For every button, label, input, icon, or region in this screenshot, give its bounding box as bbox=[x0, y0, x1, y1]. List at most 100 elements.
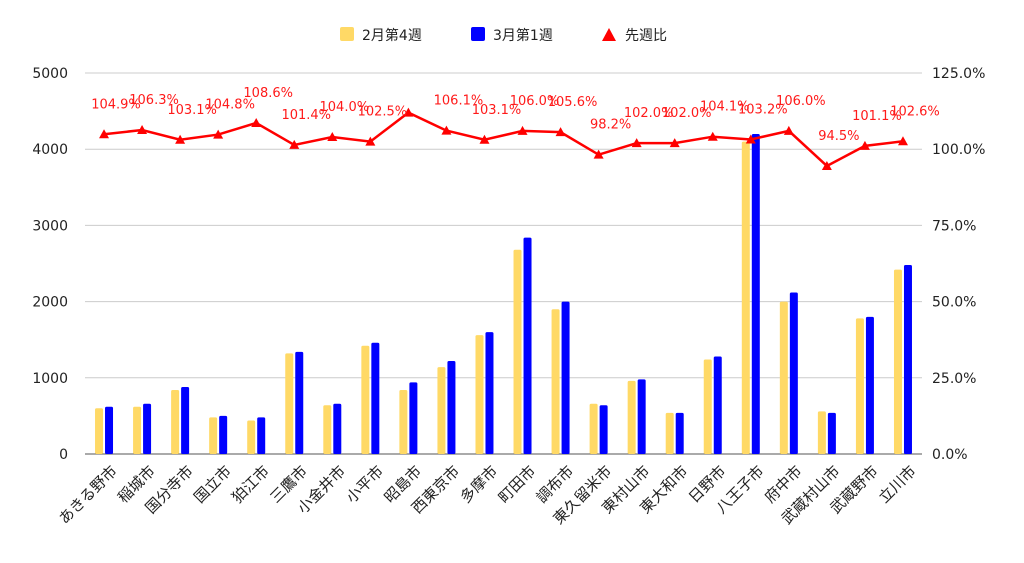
bar-series-1 bbox=[513, 249, 522, 454]
ratio-line-path bbox=[103, 111, 904, 168]
ratio-point bbox=[403, 107, 414, 117]
ratio-data-label: 102.0% bbox=[662, 106, 712, 121]
right-axis: 0.0% 25.0% 50.0% 75.0% 100.0% 125.0% bbox=[932, 66, 985, 463]
bar-series-1 bbox=[893, 269, 902, 454]
ratio-point bbox=[479, 134, 490, 144]
bar-series-1 bbox=[361, 345, 370, 454]
bar-series-1 bbox=[551, 309, 560, 454]
bar-series-2 bbox=[447, 361, 456, 454]
right-tick-label: 25.0% bbox=[932, 371, 976, 387]
bar-series-2 bbox=[675, 412, 684, 454]
ratio-data-label: 98.2% bbox=[590, 118, 631, 133]
ratio-point bbox=[365, 136, 376, 146]
ratio-point bbox=[213, 129, 224, 139]
ratio-point bbox=[745, 134, 756, 144]
ratio-data-label: 106.1% bbox=[434, 94, 484, 109]
legend-label-series-1: 2月第4週 bbox=[362, 27, 422, 44]
ratio-data-label: 104.0% bbox=[320, 100, 370, 115]
bar-series-2 bbox=[751, 133, 760, 454]
ratio-point bbox=[897, 136, 908, 146]
ratio-point bbox=[821, 160, 832, 170]
bar-series-1 bbox=[589, 403, 598, 454]
ratio-point bbox=[137, 124, 148, 134]
left-tick-label: 3000 bbox=[32, 218, 68, 234]
legend-label-series-2: 3月第1週 bbox=[493, 27, 553, 44]
ratio-data-label: 94.5% bbox=[818, 129, 859, 144]
ratio-point bbox=[289, 139, 300, 149]
ratio-point bbox=[99, 129, 110, 139]
ratio-data-label: 103.1% bbox=[167, 103, 217, 118]
bar-series-2 bbox=[219, 415, 228, 454]
category-label: 町田市 bbox=[495, 462, 540, 507]
bar-series-1 bbox=[399, 389, 408, 454]
ratio-data-label: 104.1% bbox=[700, 100, 750, 115]
ratio-data-label: 102.5% bbox=[358, 105, 408, 120]
bar-series-1 bbox=[323, 405, 332, 454]
bar-series-1 bbox=[209, 417, 218, 454]
ratio-data-label: 104.8% bbox=[205, 98, 255, 113]
category-label: 多摩市 bbox=[457, 462, 502, 507]
ratio-point bbox=[859, 140, 870, 150]
ratio-data-label: 108.6% bbox=[243, 86, 293, 101]
right-tick-label: 75.0% bbox=[932, 218, 976, 234]
ratio-data-label: 102.0% bbox=[624, 106, 674, 121]
right-tick-label: 0.0% bbox=[932, 447, 968, 463]
legend-label-ratio: 先週比 bbox=[625, 28, 667, 44]
bar-series-2 bbox=[827, 412, 836, 454]
right-tick-label: 100.0% bbox=[932, 142, 985, 158]
ratio-point bbox=[783, 125, 794, 135]
legend-triangle-ratio bbox=[602, 28, 616, 41]
left-axis: 0 1000 2000 3000 4000 5000 bbox=[32, 66, 68, 463]
bar-series-2 bbox=[599, 405, 608, 454]
ratio-data-label: 101.4% bbox=[281, 108, 331, 123]
ratio-data-label: 103.1% bbox=[472, 103, 522, 118]
bar-series-2 bbox=[333, 403, 342, 454]
legend-swatch-series-2 bbox=[471, 27, 485, 41]
bar-series-2 bbox=[409, 382, 418, 454]
bar-series-2 bbox=[371, 342, 380, 454]
bar-series-2 bbox=[257, 417, 266, 454]
ratio-data-label: 106.3% bbox=[129, 93, 179, 108]
bar-series-2 bbox=[865, 316, 874, 454]
ratio-point bbox=[251, 117, 262, 127]
bar-series-1 bbox=[247, 420, 256, 454]
bar-series-2 bbox=[105, 406, 114, 454]
ratio-point bbox=[327, 132, 338, 142]
bar-series-1 bbox=[779, 301, 788, 454]
ratio-point bbox=[707, 131, 718, 141]
bar-series-2 bbox=[485, 332, 494, 454]
ratio-data-label: 106.0% bbox=[776, 94, 826, 109]
bar-series-1 bbox=[475, 335, 484, 454]
ratio-point bbox=[631, 138, 642, 148]
legend: 2月第4週 3月第1週 先週比 bbox=[340, 27, 667, 44]
bar-series-1 bbox=[855, 318, 864, 454]
category-label: 立川市 bbox=[875, 462, 920, 507]
ratio-data-label: 106.0% bbox=[510, 94, 560, 109]
ratio-data-label: 105.6% bbox=[548, 95, 598, 110]
ratio-line bbox=[99, 107, 908, 170]
bar-series-2 bbox=[181, 386, 190, 454]
bar-series-2 bbox=[903, 265, 912, 454]
bar-series-1 bbox=[285, 353, 294, 454]
ratio-point bbox=[517, 125, 528, 135]
bar-series-1 bbox=[437, 367, 446, 454]
right-tick-label: 50.0% bbox=[932, 295, 976, 311]
ratio-data-label: 104.9% bbox=[91, 97, 141, 112]
category-label: 国立市 bbox=[190, 462, 235, 507]
legend-swatch-series-1 bbox=[340, 27, 354, 41]
ratio-point bbox=[669, 138, 680, 148]
bar-series-1 bbox=[703, 359, 712, 454]
bar-series-1 bbox=[133, 406, 142, 454]
category-label: あきる野市 bbox=[55, 462, 121, 528]
bar-series-1 bbox=[171, 389, 180, 454]
bar-series-1 bbox=[741, 141, 750, 454]
left-tick-label: 5000 bbox=[32, 66, 68, 82]
ratio-point bbox=[175, 134, 186, 144]
left-tick-label: 0 bbox=[59, 447, 68, 463]
bar-series-1 bbox=[665, 412, 674, 454]
category-labels: あきる野市稲城市国分寺市国立市狛江市三鷹市小金井市小平市昭島市西東京市多摩市町田… bbox=[55, 462, 920, 528]
bar-series-1 bbox=[817, 411, 826, 454]
ratio-point bbox=[555, 127, 566, 137]
ratio-data-label: 102.6% bbox=[890, 104, 940, 119]
